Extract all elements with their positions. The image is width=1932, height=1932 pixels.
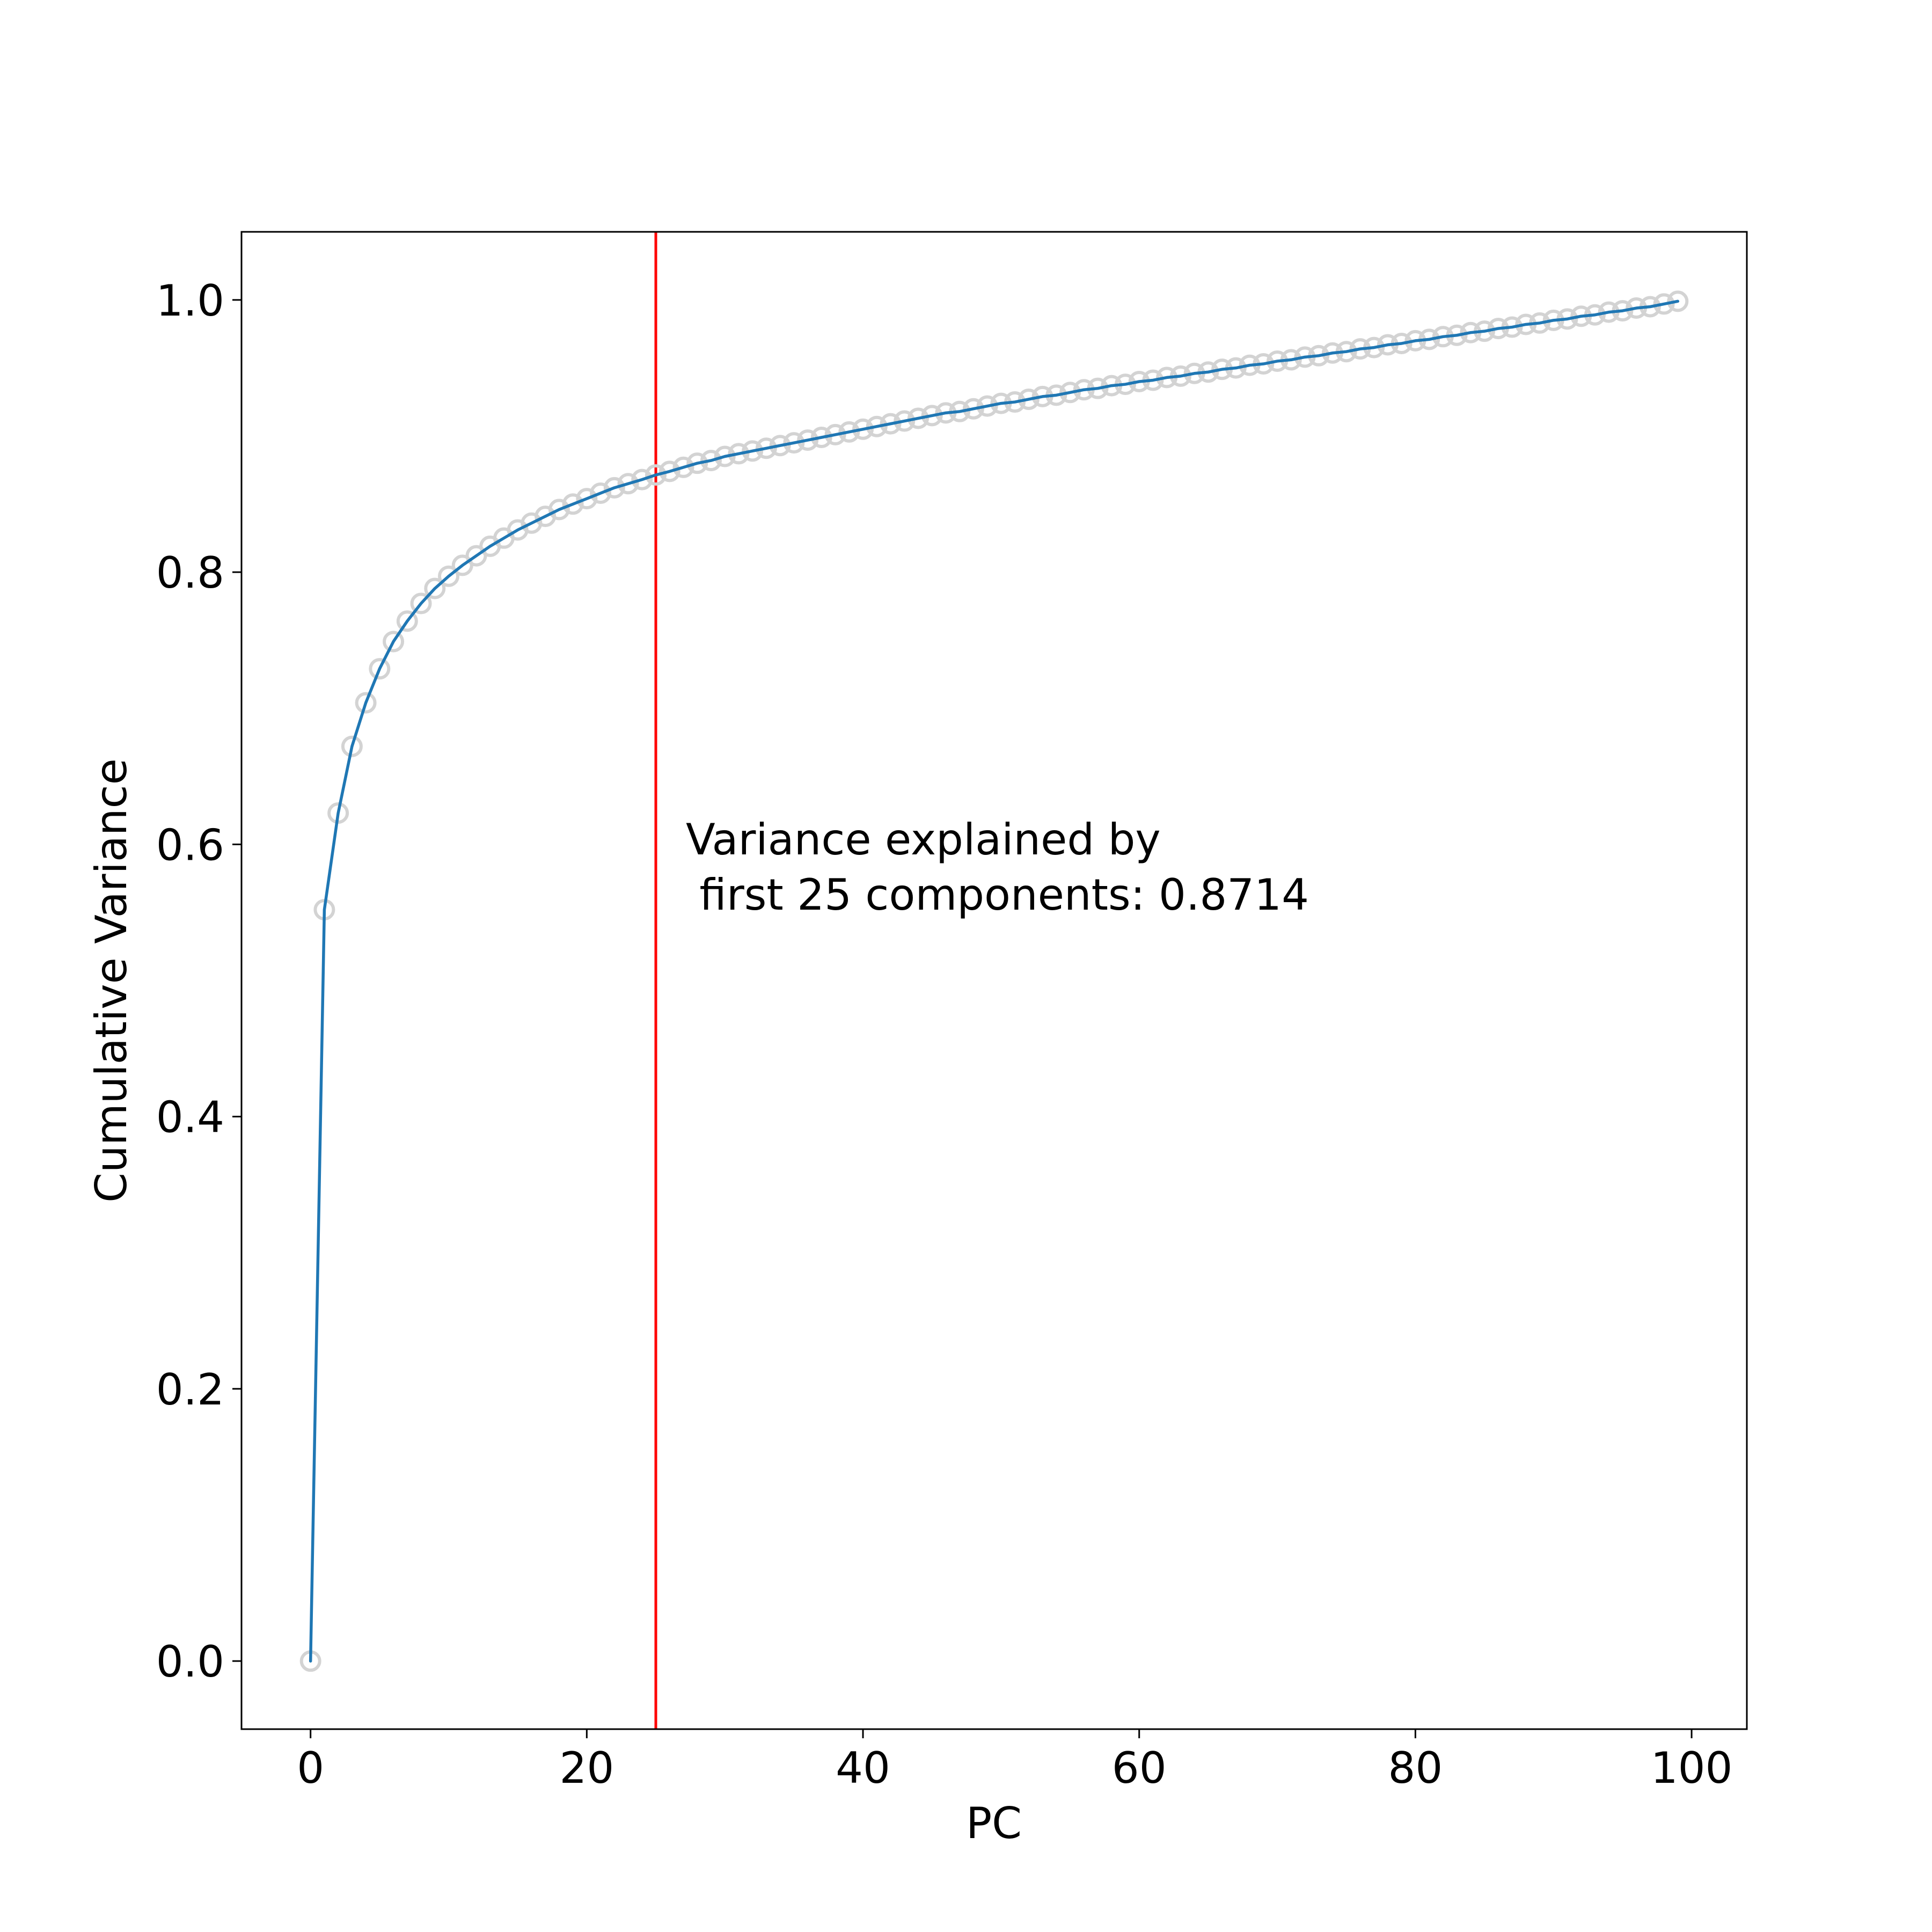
data-point	[714, 445, 736, 467]
y-tick-label: 0.0	[156, 1637, 224, 1687]
data-point	[810, 426, 832, 448]
data-point	[783, 432, 805, 454]
data-point	[355, 692, 377, 714]
data-point	[645, 464, 667, 486]
data-point	[755, 437, 777, 459]
y-axis-label: Cumulative Variance	[86, 758, 136, 1203]
data-point	[1018, 388, 1040, 410]
data-point	[576, 488, 598, 510]
x-tick-label: 40	[836, 1743, 890, 1793]
data-point	[658, 460, 680, 482]
data-point	[769, 435, 791, 457]
data-point	[383, 631, 405, 653]
data-point	[603, 477, 625, 499]
data-point	[548, 499, 570, 521]
data-point	[617, 473, 639, 495]
data-point	[838, 421, 860, 443]
x-tick-label: 0	[297, 1743, 324, 1793]
data-point	[396, 610, 418, 632]
y-tick-label: 0.4	[156, 1093, 224, 1143]
x-ticks: 0 20 40 60 80 100	[297, 1729, 1732, 1793]
data-point	[631, 469, 653, 491]
data-point	[369, 658, 391, 680]
y-tick-label: 0.8	[156, 548, 224, 598]
data-point	[562, 493, 584, 515]
data-point	[907, 407, 929, 429]
y-ticks: 0.0 0.2 0.4 0.6 0.8 1.0	[156, 276, 241, 1687]
data-point	[866, 415, 888, 437]
series-line	[309, 299, 1680, 1663]
y-tick-label: 1.0	[156, 276, 224, 326]
data-point	[824, 423, 846, 445]
annotation-line-2: first 25 components: 0.8714	[686, 870, 1309, 920]
annotation-line-1: Variance explained by	[686, 815, 1161, 865]
data-point	[410, 592, 432, 614]
data-point	[728, 443, 750, 465]
x-axis-label: PC	[966, 1798, 1022, 1848]
data-point	[590, 482, 612, 504]
x-tick-label: 60	[1112, 1743, 1167, 1793]
line-layer	[309, 299, 1680, 1663]
data-point	[438, 565, 460, 587]
data-point	[686, 452, 708, 474]
plot-area	[299, 232, 1689, 1729]
plot-frame	[240, 231, 1748, 1730]
data-point	[1653, 293, 1675, 315]
data-point	[962, 398, 984, 420]
data-point	[1059, 382, 1081, 404]
data-point	[341, 735, 363, 757]
data-point	[1667, 290, 1689, 312]
data-point	[894, 410, 916, 432]
data-point	[424, 577, 446, 599]
data-point	[852, 418, 874, 440]
data-point	[700, 450, 722, 472]
y-tick-label: 0.6	[156, 820, 224, 870]
data-point	[921, 405, 943, 427]
marker-layer	[299, 290, 1689, 1672]
data-point	[797, 429, 819, 451]
x-tick-label: 100	[1651, 1743, 1733, 1793]
x-tick-label: 20	[559, 1743, 614, 1793]
data-point	[880, 413, 902, 435]
data-point	[742, 440, 764, 462]
y-tick-label: 0.2	[156, 1365, 224, 1415]
x-tick-label: 80	[1388, 1743, 1443, 1793]
data-point	[672, 456, 694, 478]
data-point	[976, 395, 998, 417]
